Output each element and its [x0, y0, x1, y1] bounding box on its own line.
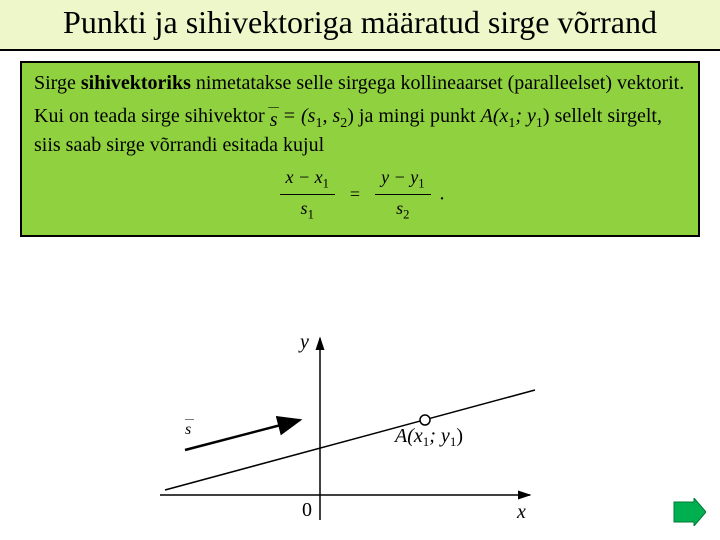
- arrow-right-icon: [674, 498, 706, 526]
- x-axis-label: x: [516, 501, 526, 523]
- numerator-1: x − x1: [280, 166, 335, 195]
- def-text: Kui on teada sirge sihivektor: [34, 105, 270, 127]
- definition-line-1: Sirge sihivektoriks nimetatakse selle si…: [34, 71, 686, 96]
- coordinate-graph: y x 0 —s A(x1; y1): [150, 330, 550, 530]
- point-y1: 1: [536, 116, 543, 131]
- definition-line-2: Kui on teada sirge sihivektor — s = (s 1,…: [34, 102, 686, 158]
- fraction-2: y − y1 s2: [371, 166, 434, 224]
- equation-dot: .: [440, 182, 445, 204]
- page-title: Punkti ja sihivektoriga määratud sirge v…: [10, 4, 710, 41]
- den1-sub: 1: [308, 208, 314, 222]
- vec-eq: = (s: [278, 105, 316, 127]
- point-open: (x: [493, 105, 509, 127]
- definition-box: Sirge sihivektoriks nimetatakse selle si…: [20, 61, 700, 238]
- num2-sub: 1: [418, 176, 424, 190]
- equation: x − x1 s1 = y − y1 s2 .: [34, 166, 686, 224]
- def-text: ja mingi punkt: [359, 105, 481, 127]
- num2-text: y − y: [381, 167, 418, 187]
- denominator-1: s1: [280, 195, 335, 223]
- equals-sign: =: [344, 183, 366, 206]
- y-axis-label: y: [298, 331, 309, 353]
- def-text: nimetatakse selle sirgega kollineaarset …: [191, 72, 684, 94]
- point-A: A: [481, 105, 493, 127]
- point-sep: ; y: [515, 105, 536, 127]
- num1-text: x − x: [286, 167, 323, 187]
- def-bold: sihivektoriks: [81, 72, 191, 94]
- numerator-2: y − y1: [375, 166, 430, 195]
- vec-comma: , s: [322, 105, 340, 127]
- point-a-marker: [420, 415, 430, 425]
- vector-bar: —: [268, 102, 279, 110]
- den2-sub: 2: [403, 208, 409, 222]
- point-a-label: A(x1; y1): [393, 425, 463, 449]
- def-text: Sirge: [34, 72, 81, 94]
- vector-label: —s: [184, 414, 194, 438]
- vec-close: ): [347, 105, 354, 127]
- next-button[interactable]: [670, 498, 706, 526]
- direction-vector: [185, 420, 300, 450]
- denominator-2: s2: [375, 195, 430, 223]
- den1-text: s: [301, 198, 308, 218]
- point-close: ): [543, 105, 550, 127]
- vector-s-inline: — s: [270, 102, 278, 133]
- title-bar: Punkti ja sihivektoriga määratud sirge v…: [0, 0, 720, 51]
- num1-sub: 1: [323, 176, 329, 190]
- fraction-1: x − x1 s1: [276, 166, 339, 224]
- origin-label: 0: [302, 499, 312, 521]
